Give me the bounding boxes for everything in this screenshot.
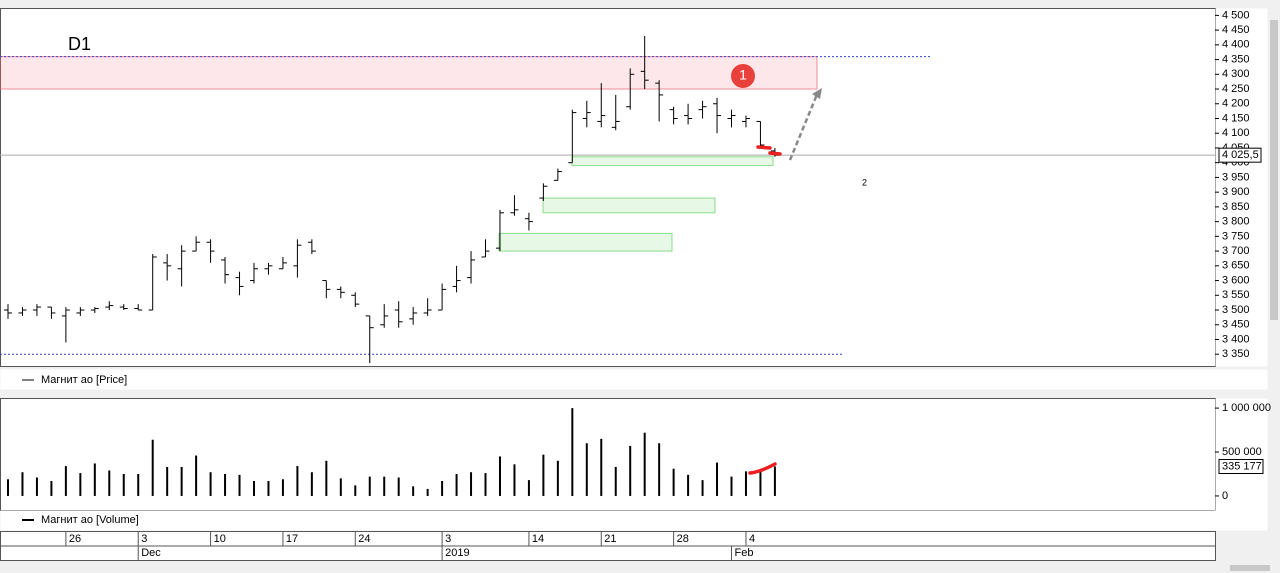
price-axis: [1215, 8, 1268, 367]
y-tick-label: 4 300: [1222, 68, 1250, 80]
volume-panel: [0, 398, 1216, 511]
last-volume-box: [1218, 459, 1264, 475]
last-volume-label: 335 177: [1222, 460, 1262, 472]
y-tick-label: 3 900: [1222, 186, 1250, 198]
scroll-thumb[interactable]: [1270, 20, 1278, 320]
arrow: [788, 91, 820, 161]
last-price-box: [1218, 147, 1262, 163]
price-panel: [0, 8, 1216, 367]
x-tick-label: 10: [214, 533, 226, 545]
y-tick-label: 1 000 000: [1222, 402, 1271, 414]
y-tick-label: 4 150: [1222, 112, 1250, 124]
price-legend-bar: [0, 369, 1268, 390]
y-tick-label: 3 400: [1222, 333, 1250, 345]
y-tick-label: 4 250: [1222, 83, 1250, 95]
y-tick-label: 3 350: [1222, 348, 1250, 360]
y-tick-label: 3 850: [1222, 201, 1250, 213]
x-tick-label: 14: [532, 533, 544, 545]
x-tick-label: 3: [445, 533, 451, 545]
y-tick-label: 4 100: [1222, 127, 1250, 139]
y-tick-label: 3 600: [1222, 274, 1250, 286]
volume-axis: [1215, 398, 1268, 511]
h-scrollbar[interactable]: [0, 563, 1280, 573]
last-price-label: 4 025,5: [1222, 149, 1259, 161]
x-tick-label: 24: [358, 533, 370, 545]
zone: [0, 56, 818, 90]
y-tick-label: 4 350: [1222, 53, 1250, 65]
x-tick-label: 17: [286, 533, 298, 545]
annotation: 1: [739, 67, 747, 83]
x-tick-label: 3: [141, 533, 147, 545]
y-tick-label: 4 500: [1222, 9, 1250, 21]
x-tick-label: 21: [604, 533, 616, 545]
annotation: 2: [862, 177, 867, 187]
y-tick-label: 4 200: [1222, 98, 1250, 110]
timeframe-label: D1: [68, 34, 91, 54]
y-tick-label: 3 500: [1222, 304, 1250, 316]
volume-legend-bar: [0, 510, 1268, 531]
arrow-head: [812, 88, 822, 99]
zone: [571, 156, 774, 167]
y-tick-label: 4 450: [1222, 24, 1250, 36]
h-scroll-thumb[interactable]: [1230, 565, 1270, 571]
y-tick-label: 0: [1222, 490, 1228, 502]
month-label: Feb: [735, 547, 754, 559]
y-tick-label: 3 650: [1222, 260, 1250, 272]
legend-entry: Магнит ао [Price]: [41, 374, 127, 386]
annotation-badge: [731, 64, 755, 88]
y-tick-label: 500 000: [1222, 446, 1262, 458]
zone: [498, 232, 673, 252]
legend-entry: Магнит ао [Volume]: [41, 514, 139, 526]
x-tick-label: 4: [749, 533, 755, 545]
x-tick-label: 28: [677, 533, 689, 545]
y-tick-label: 3 550: [1222, 289, 1250, 301]
y-tick-label: 3 450: [1222, 319, 1250, 331]
y-tick-label: 4 400: [1222, 39, 1250, 51]
month-label: 2019: [445, 547, 469, 559]
y-tick-label: 3 700: [1222, 245, 1250, 257]
hand-mark: [748, 462, 777, 475]
zone: [542, 197, 716, 214]
hand-mark: [756, 145, 782, 156]
y-tick-label: 3 950: [1222, 171, 1250, 183]
y-tick-label: 3 750: [1222, 230, 1250, 242]
month-label: Dec: [141, 547, 161, 559]
y-tick-label: 3 800: [1222, 216, 1250, 228]
x-tick-label: 26: [69, 533, 81, 545]
